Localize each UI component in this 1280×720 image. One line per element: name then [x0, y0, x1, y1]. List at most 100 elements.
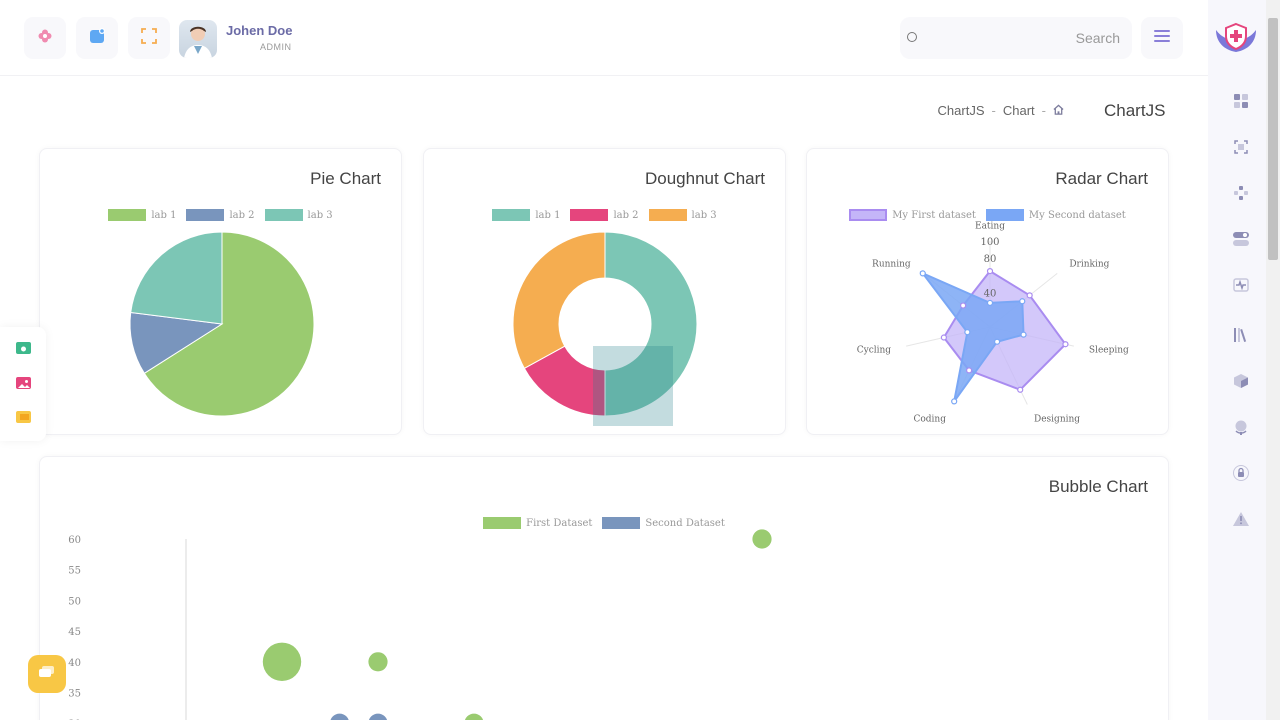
radar-series-2[interactable] — [919, 270, 1025, 402]
warning-icon[interactable] — [1232, 510, 1250, 528]
y-tick-label: 50 — [68, 596, 81, 607]
legend-swatch — [849, 209, 888, 221]
apps-icon[interactable] — [1232, 184, 1250, 202]
dashboard-icon[interactable] — [1232, 92, 1250, 110]
legend-swatch — [108, 209, 147, 221]
globe-icon[interactable] — [1232, 418, 1250, 436]
radar-axis-label: Running — [872, 260, 911, 270]
radar-point[interactable] — [940, 334, 947, 341]
y-tick-label: 45 — [68, 627, 81, 638]
bubble[interactable] — [368, 652, 388, 672]
expand-icon[interactable] — [1232, 138, 1250, 156]
legend-item[interactable]: First Dataset — [483, 517, 592, 529]
radar-axis-label: Eating — [975, 222, 1005, 232]
radar-point[interactable] — [1020, 331, 1027, 338]
legend-item[interactable]: My First dataset — [849, 209, 976, 221]
bubble[interactable] — [368, 713, 388, 720]
notification-button[interactable] — [76, 17, 118, 59]
bubble[interactable] — [330, 713, 349, 720]
radar-point[interactable] — [993, 338, 1001, 345]
legend-item[interactable]: lab 1 — [492, 209, 560, 221]
theme-button[interactable] — [24, 17, 66, 59]
scrollbar-thumb[interactable] — [1268, 18, 1278, 260]
radar-point[interactable] — [986, 267, 994, 275]
chart-legend: lab 1 lab 2 lab 3 — [40, 209, 401, 221]
legend-swatch — [264, 209, 303, 221]
bubble[interactable] — [752, 529, 772, 549]
breadcrumb-chartjs[interactable]: ChartJS — [937, 103, 985, 118]
y-tick-label: 35 — [68, 689, 81, 700]
pie-slice-1[interactable] — [604, 231, 698, 417]
breadcrumb-separator: - — [1041, 103, 1046, 118]
pie-chart — [129, 231, 315, 417]
right-sidebar — [1208, 0, 1266, 720]
card-title: Pie Chart — [310, 169, 381, 188]
chat-button[interactable] — [28, 655, 66, 693]
legend-item[interactable]: Second Dataset — [602, 517, 725, 529]
legend-item[interactable]: My Second dataset — [985, 209, 1126, 221]
radar-point[interactable] — [1062, 341, 1069, 348]
pie-slice-3[interactable] — [130, 231, 223, 325]
y-tick-label: 40 — [68, 658, 81, 669]
radar-point[interactable] — [1026, 292, 1033, 299]
radar-axis-label: Cycling — [857, 346, 892, 356]
legend-item[interactable]: lab 2 — [186, 209, 255, 221]
menu-button[interactable] — [1141, 17, 1183, 59]
radar-tick-label: 40 — [984, 289, 997, 300]
breadcrumb-chart[interactable]: Chart — [1002, 103, 1035, 118]
legend-swatch — [492, 209, 531, 221]
radar-point[interactable] — [919, 270, 926, 277]
pie-slice-1[interactable] — [143, 231, 315, 417]
radar-point[interactable] — [966, 367, 973, 374]
top-header: Johen Doe ADMIN — [0, 0, 1208, 76]
library-icon[interactable] — [1232, 326, 1250, 344]
search-input[interactable] — [900, 17, 1132, 59]
bubble-chart: 60555045403530 — [68, 529, 772, 720]
toggle-icon[interactable] — [1232, 230, 1250, 248]
pulse-icon[interactable] — [1232, 276, 1250, 294]
radar-point[interactable] — [1017, 386, 1024, 393]
radar-point[interactable] — [986, 299, 994, 307]
user-name: Johen Doe — [226, 23, 293, 38]
legend-item[interactable]: lab 3 — [648, 209, 717, 221]
legend-item[interactable]: lab 1 — [108, 209, 176, 221]
radar-point[interactable] — [1019, 298, 1026, 305]
fullscreen-icon — [141, 27, 157, 49]
y-tick-label: 60 — [68, 535, 81, 546]
fullscreen-button[interactable] — [128, 17, 170, 59]
page-title: ChartJS — [1104, 101, 1166, 120]
radar-axis-label: Sleeping — [1089, 346, 1129, 356]
legend-swatch — [602, 517, 641, 529]
logo-icon — [1212, 20, 1260, 61]
chart-legend: First Dataset Second Dataset — [40, 517, 1168, 529]
card-title: Bubble Chart — [1048, 477, 1148, 496]
image-icon[interactable] — [16, 377, 31, 389]
flower-icon — [37, 28, 53, 49]
legend-label: lab 2 — [613, 209, 639, 221]
radar-point[interactable] — [951, 398, 958, 405]
money-icon[interactable] — [16, 342, 31, 354]
box-icon[interactable] — [1232, 372, 1250, 390]
bubble-chart-card: Bubble Chart First Dataset Second Datase… — [39, 456, 1169, 720]
pie-slice-3[interactable] — [512, 231, 606, 370]
radar-axis-label: Drinking — [1069, 260, 1109, 270]
legend-label: lab 1 — [535, 209, 561, 221]
legend-label: lab 1 — [151, 209, 177, 221]
avatar[interactable] — [179, 20, 217, 58]
messages-icon[interactable] — [16, 411, 31, 423]
search-box — [900, 17, 1132, 59]
home-icon[interactable] — [1053, 103, 1064, 118]
legend-swatch — [483, 517, 522, 529]
bubble[interactable] — [262, 642, 302, 681]
bubble[interactable] — [464, 713, 484, 720]
radar-point[interactable] — [964, 329, 971, 336]
radar-point[interactable] — [960, 302, 967, 309]
legend-label: lab 3 — [307, 209, 333, 221]
chat-icon — [38, 665, 56, 684]
lock-icon[interactable] — [1232, 464, 1250, 482]
legend-item[interactable]: lab 2 — [570, 209, 639, 221]
legend-label: lab 3 — [691, 209, 717, 221]
radar-tick-label: 100 — [980, 237, 999, 248]
legend-swatch — [985, 209, 1024, 221]
legend-item[interactable]: lab 3 — [264, 209, 333, 221]
